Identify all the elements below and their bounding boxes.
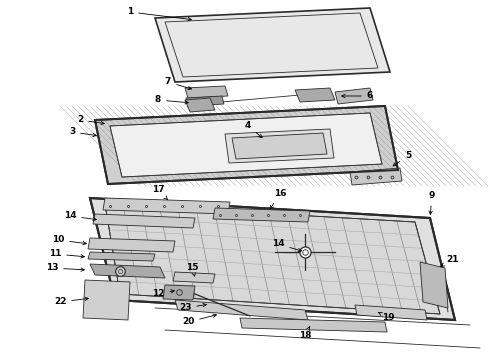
Polygon shape <box>88 238 175 252</box>
Polygon shape <box>165 13 378 77</box>
Polygon shape <box>335 88 373 104</box>
Text: 22: 22 <box>54 297 88 306</box>
Polygon shape <box>185 98 215 112</box>
Text: 16: 16 <box>270 189 286 209</box>
Text: 11: 11 <box>49 249 84 258</box>
Text: 23: 23 <box>179 303 206 312</box>
Text: 4: 4 <box>245 122 262 138</box>
Polygon shape <box>105 204 440 314</box>
Text: 7: 7 <box>165 77 192 90</box>
Text: 9: 9 <box>429 192 435 214</box>
Polygon shape <box>175 300 308 320</box>
Polygon shape <box>350 168 402 185</box>
Polygon shape <box>355 305 427 320</box>
Polygon shape <box>110 113 382 177</box>
Text: 5: 5 <box>393 152 411 166</box>
Text: 2: 2 <box>77 116 104 125</box>
Polygon shape <box>103 198 230 214</box>
Polygon shape <box>88 252 155 261</box>
Text: 14: 14 <box>64 211 97 221</box>
Polygon shape <box>93 214 195 228</box>
Polygon shape <box>90 198 455 320</box>
Text: 21: 21 <box>441 256 458 266</box>
Text: 8: 8 <box>155 95 188 104</box>
Text: 20: 20 <box>182 314 217 327</box>
Polygon shape <box>163 285 195 300</box>
Polygon shape <box>232 133 327 159</box>
Text: 14: 14 <box>271 239 301 252</box>
Polygon shape <box>155 8 390 82</box>
Text: 12: 12 <box>152 289 174 298</box>
Text: 6: 6 <box>342 91 373 100</box>
Text: 19: 19 <box>379 312 394 323</box>
Text: 10: 10 <box>52 235 86 245</box>
Polygon shape <box>95 106 398 184</box>
Polygon shape <box>213 208 310 222</box>
Polygon shape <box>225 129 334 163</box>
Text: 17: 17 <box>152 185 168 199</box>
Text: 3: 3 <box>69 127 97 137</box>
Polygon shape <box>240 318 387 332</box>
Text: 13: 13 <box>46 264 84 273</box>
Polygon shape <box>83 280 130 320</box>
Polygon shape <box>185 86 228 98</box>
Polygon shape <box>90 264 165 278</box>
Polygon shape <box>295 88 335 102</box>
Polygon shape <box>420 262 448 308</box>
Text: 15: 15 <box>186 264 198 276</box>
Polygon shape <box>186 96 224 106</box>
Text: 18: 18 <box>299 326 311 341</box>
Polygon shape <box>110 113 382 177</box>
Text: 1: 1 <box>127 8 191 21</box>
Polygon shape <box>173 272 215 283</box>
